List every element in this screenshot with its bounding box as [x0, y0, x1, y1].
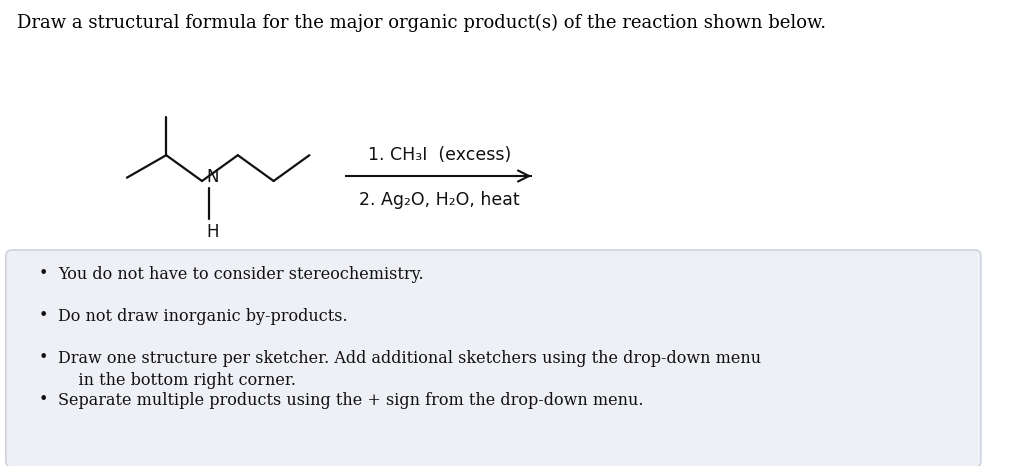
- Text: 1. CH₃I  (excess): 1. CH₃I (excess): [368, 146, 511, 164]
- Text: Draw one structure per sketcher. Add additional sketchers using the drop-down me: Draw one structure per sketcher. Add add…: [58, 350, 762, 367]
- Text: You do not have to consider stereochemistry.: You do not have to consider stereochemis…: [58, 266, 424, 283]
- Text: in the bottom right corner.: in the bottom right corner.: [58, 372, 296, 389]
- Text: •: •: [39, 391, 48, 408]
- Text: N: N: [206, 168, 218, 186]
- Text: H: H: [206, 223, 218, 241]
- Text: •: •: [39, 307, 48, 324]
- Text: 2. Ag₂O, H₂O, heat: 2. Ag₂O, H₂O, heat: [359, 191, 520, 209]
- Text: Draw a structural formula for the major organic product(s) of the reaction shown: Draw a structural formula for the major …: [17, 14, 826, 32]
- FancyBboxPatch shape: [6, 250, 981, 466]
- Text: Separate multiple products using the + sign from the drop-down menu.: Separate multiple products using the + s…: [58, 392, 644, 409]
- Text: •: •: [39, 349, 48, 366]
- Text: Do not draw inorganic by-products.: Do not draw inorganic by-products.: [58, 308, 348, 325]
- Text: •: •: [39, 265, 48, 282]
